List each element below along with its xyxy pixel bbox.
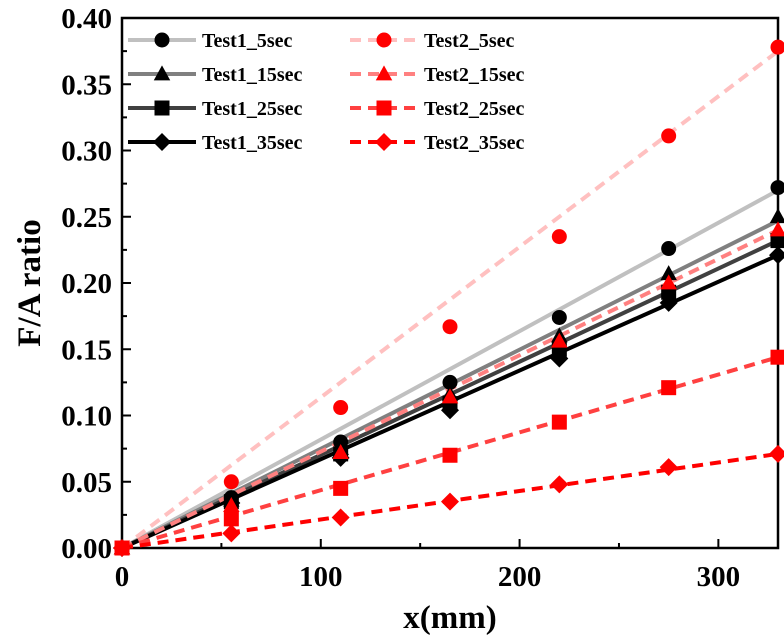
data-point-test2-15sec xyxy=(223,496,240,512)
data-point-test2-25sec xyxy=(223,511,239,527)
data-point-test2-15sec xyxy=(332,443,349,459)
data-point-test2-5sec xyxy=(333,400,349,416)
y-tick-label: 0.30 xyxy=(61,136,112,168)
data-point-test2-5sec xyxy=(442,319,458,335)
legend-label: Test1_5sec xyxy=(202,30,292,52)
legend-label: Test2_35sec xyxy=(424,132,524,154)
data-point-test2-15sec xyxy=(441,388,459,404)
data-point-test2-25sec xyxy=(442,447,458,463)
x-tick-label: 200 xyxy=(498,561,542,593)
y-tick-label: 0.35 xyxy=(61,69,112,101)
data-point-test2-5sec xyxy=(223,474,239,490)
x-tick-label: 300 xyxy=(697,561,741,593)
data-point-test2-35sec xyxy=(331,508,350,527)
y-tick-label: 0.05 xyxy=(61,467,112,499)
legend-label: Test2_25sec xyxy=(424,98,524,120)
legend-label: Test1_15sec xyxy=(202,64,302,86)
data-point-test1-35sec xyxy=(769,246,784,265)
data-point-test2-15sec xyxy=(660,274,677,290)
legend-marker xyxy=(375,65,393,81)
legend: Test1_5sec Test1_15sec Test1_25sec Test1_35… xyxy=(128,30,524,154)
data-point-test2-35sec xyxy=(113,539,131,557)
y-tick-label: 0.40 xyxy=(61,3,112,35)
data-point-test2-15sec xyxy=(769,221,784,237)
legend-marker xyxy=(153,133,171,151)
legend-marker xyxy=(375,133,393,151)
x-axis-title: x(mm) xyxy=(403,600,496,636)
y-tick-label: 0.20 xyxy=(61,268,112,300)
y-tick-label: 0.10 xyxy=(61,401,112,433)
legend-label: Test2_5sec xyxy=(424,30,514,52)
x-tick-label: 100 xyxy=(299,561,343,593)
series-markers xyxy=(113,39,784,557)
data-point-test1-5sec xyxy=(442,374,458,390)
data-point-test2-5sec xyxy=(661,128,677,144)
legend-marker xyxy=(154,100,170,116)
data-point-test2-35sec xyxy=(441,492,459,511)
data-point-test2-35sec xyxy=(550,475,569,494)
y-axis-title: F/A ratio xyxy=(12,219,48,346)
legend-label: Test1_35sec xyxy=(202,132,302,154)
data-point-test2-25sec xyxy=(661,380,677,396)
y-tick-label: 0.15 xyxy=(61,334,112,366)
y-tick-label: 0.00 xyxy=(61,533,112,565)
legend-marker xyxy=(376,32,392,48)
data-point-test2-35sec xyxy=(222,524,241,543)
data-point-test1-15sec xyxy=(660,265,677,281)
data-point-test1-5sec xyxy=(770,180,784,196)
legend-label: Test2_15sec xyxy=(424,64,524,86)
data-point-test1-5sec xyxy=(551,309,567,325)
data-point-test2-25sec xyxy=(333,480,349,496)
data-point-test2-5sec xyxy=(770,39,784,55)
data-point-test2-35sec xyxy=(769,444,784,463)
data-point-test1-5sec xyxy=(661,241,677,257)
data-point-test2-25sec xyxy=(770,349,784,365)
data-point-test1-35sec xyxy=(659,293,678,312)
legend-marker xyxy=(376,100,392,116)
data-point-test1-15sec xyxy=(769,208,784,224)
y-tick-label: 0.25 xyxy=(61,202,112,234)
x-tick-label: 0 xyxy=(115,561,130,593)
data-point-test1-35sec xyxy=(550,349,569,368)
legend-label: Test1_25sec xyxy=(202,98,302,120)
legend-marker xyxy=(154,32,170,48)
data-point-test1-35sec xyxy=(441,401,459,420)
data-point-test2-25sec xyxy=(551,414,567,430)
data-point-test2-35sec xyxy=(659,458,678,477)
legend-marker xyxy=(153,65,171,81)
data-point-test1-25sec xyxy=(770,233,784,249)
data-point-test2-5sec xyxy=(551,229,567,245)
data-point-test2-15sec xyxy=(551,332,568,348)
